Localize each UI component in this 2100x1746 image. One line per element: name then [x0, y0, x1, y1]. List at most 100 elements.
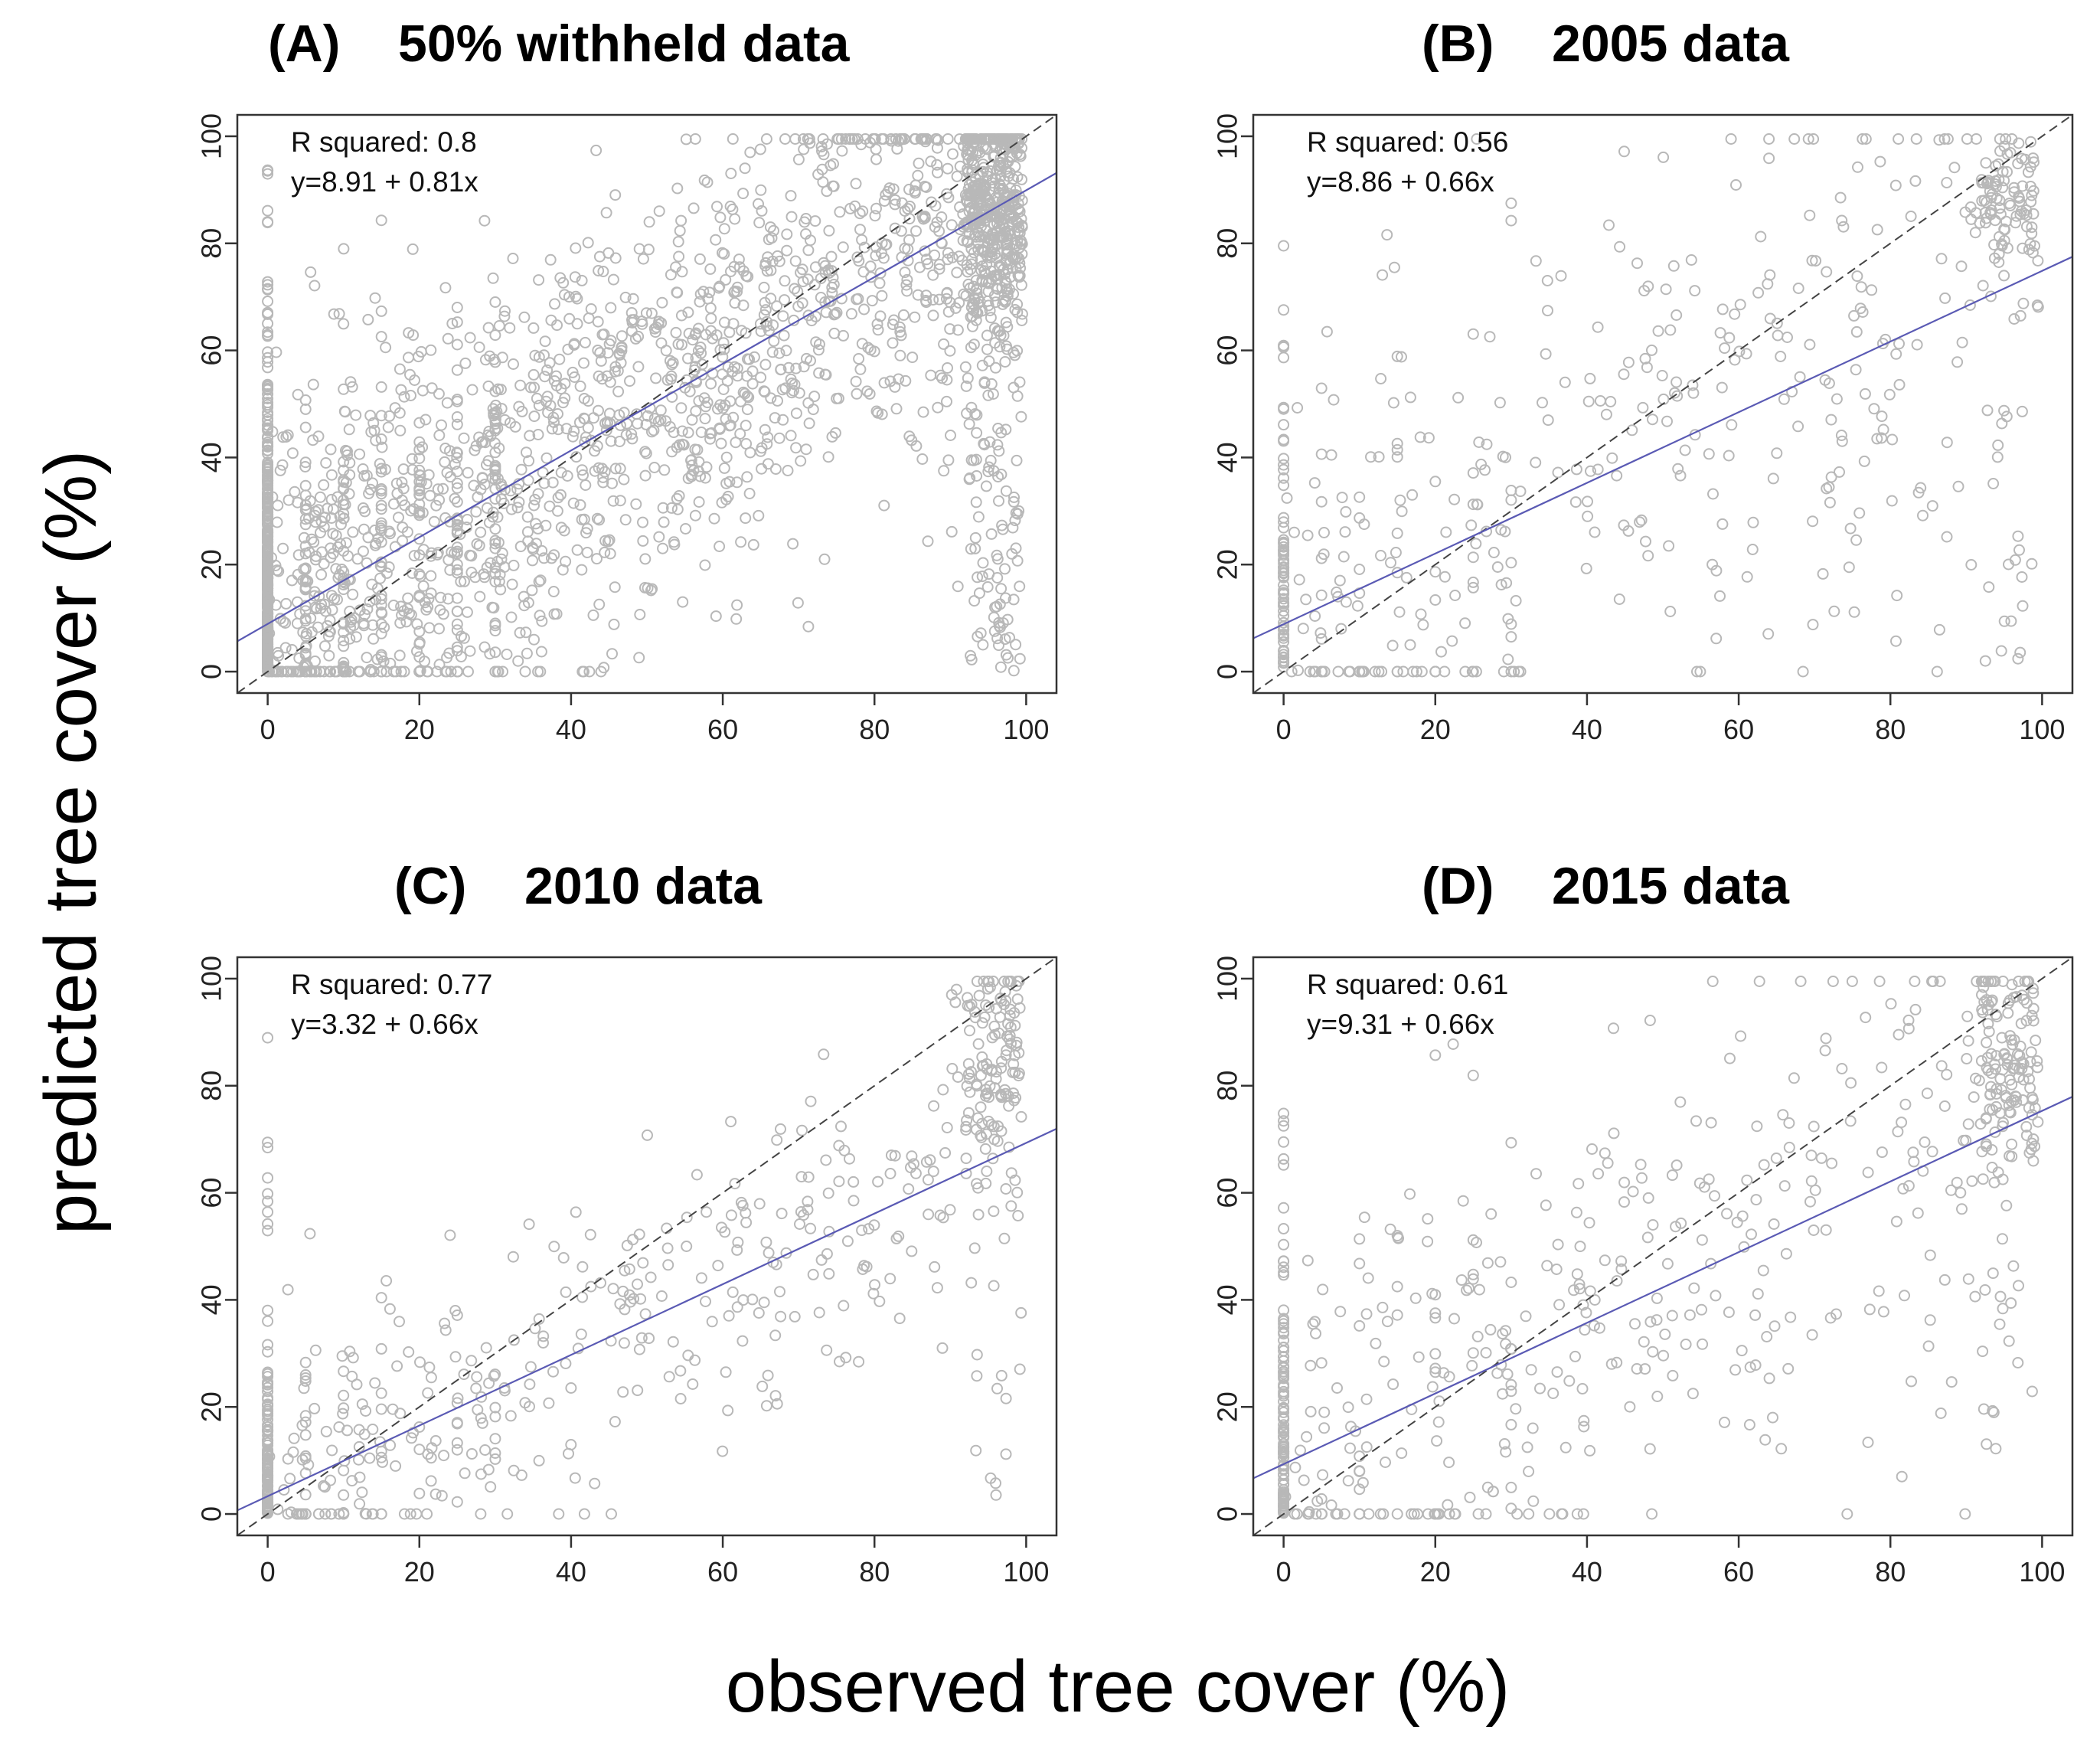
data-point — [981, 343, 993, 355]
data-point — [840, 133, 852, 145]
data-point — [315, 603, 327, 614]
data-point — [973, 587, 985, 600]
data-point — [970, 1444, 982, 1457]
data-point — [792, 300, 805, 312]
data-point — [701, 461, 713, 473]
data-point — [973, 989, 985, 1002]
data-point — [358, 545, 369, 557]
data-point — [643, 1332, 655, 1345]
data-point — [345, 616, 357, 628]
data-point — [536, 544, 548, 557]
data-point — [802, 244, 815, 257]
data-point — [439, 1317, 451, 1329]
data-point — [1354, 1508, 1366, 1520]
data-point — [695, 427, 707, 438]
data-point — [2001, 165, 2013, 178]
data-point — [706, 1316, 718, 1328]
data-point — [762, 431, 774, 443]
data-point — [338, 1464, 350, 1476]
x-tick-label: 100 — [1003, 714, 1049, 745]
data-point — [998, 999, 1010, 1011]
data-point — [606, 648, 618, 660]
data-point — [297, 574, 309, 587]
data-point — [1912, 1207, 1924, 1219]
data-point — [805, 1222, 817, 1234]
data-point — [1997, 1303, 2009, 1315]
data-point — [1342, 1401, 1354, 1414]
data-point — [1970, 207, 1982, 219]
data-point — [1537, 397, 1548, 409]
data-point — [262, 567, 274, 579]
data-point — [1982, 176, 1994, 188]
data-point — [1292, 402, 1304, 414]
data-point — [2022, 166, 2034, 178]
data-point — [1993, 248, 2005, 260]
data-point — [1331, 586, 1343, 598]
data-point — [537, 1330, 550, 1342]
data-point — [532, 488, 544, 500]
data-point — [1995, 645, 2007, 657]
data-point — [1338, 1508, 1350, 1520]
data-point — [1448, 1313, 1460, 1325]
data-point — [1980, 1112, 1992, 1124]
data-point — [964, 1086, 976, 1098]
data-point — [733, 261, 746, 273]
data-point — [582, 237, 594, 249]
data-point — [1979, 655, 1991, 667]
scatter-points — [1278, 976, 2044, 1520]
data-point — [1488, 547, 1500, 558]
data-point — [551, 319, 563, 332]
data-point — [404, 368, 416, 381]
data-point — [1505, 214, 1517, 227]
data-point — [637, 253, 649, 265]
data-point — [558, 525, 570, 537]
data-point — [942, 191, 955, 204]
data-point — [718, 343, 730, 355]
data-point — [546, 552, 557, 564]
data-point — [1989, 178, 2001, 190]
data-point — [2026, 1385, 2038, 1398]
data-point — [1815, 1152, 1827, 1164]
y-tick-label: 40 — [1212, 1284, 1243, 1315]
data-point — [1834, 466, 1845, 478]
data-point — [681, 1241, 693, 1252]
data-point — [547, 586, 560, 597]
data-point — [902, 203, 914, 215]
data-point — [635, 1332, 648, 1344]
data-point — [1961, 1010, 1974, 1022]
data-point — [1723, 1306, 1735, 1319]
data-point — [489, 617, 501, 629]
data-point — [361, 603, 374, 615]
data-point — [406, 1432, 417, 1444]
data-point — [1000, 316, 1012, 329]
data-point — [567, 366, 579, 378]
data-point — [1459, 617, 1471, 629]
data-point — [785, 211, 798, 223]
data-point — [1010, 542, 1022, 554]
data-point — [515, 463, 527, 476]
data-point — [618, 1337, 630, 1349]
data-point — [1758, 1159, 1770, 1171]
data-point — [944, 345, 956, 357]
data-point — [972, 193, 985, 205]
data-point — [1997, 1173, 2009, 1185]
data-point — [1804, 209, 1816, 221]
data-point — [387, 600, 400, 611]
data-point — [972, 630, 984, 642]
data-point — [262, 626, 274, 639]
data-point — [1984, 1088, 1997, 1100]
data-point — [802, 397, 815, 409]
data-point — [998, 222, 1011, 234]
data-point — [1841, 1508, 1853, 1520]
data-point — [1805, 1149, 1817, 1162]
data-point — [1592, 1168, 1605, 1180]
data-point — [1948, 162, 1961, 174]
data-point — [492, 555, 504, 567]
data-point — [779, 294, 791, 306]
data-point — [1429, 1289, 1442, 1301]
data-point — [415, 476, 427, 488]
data-point — [965, 1277, 978, 1289]
data-point — [780, 345, 792, 357]
data-point — [613, 436, 625, 447]
data-point — [1559, 376, 1571, 388]
